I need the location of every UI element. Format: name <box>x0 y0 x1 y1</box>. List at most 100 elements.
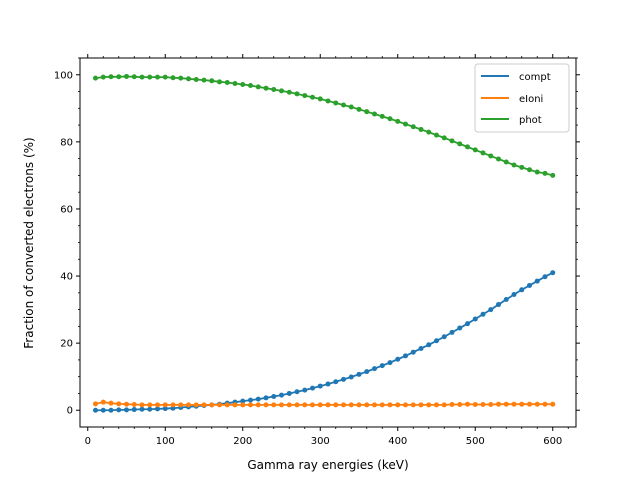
data-point-compt <box>155 406 160 412</box>
data-point-eIoni <box>186 402 191 408</box>
data-point-eIoni <box>294 402 300 408</box>
data-point-phot <box>503 159 509 165</box>
data-point-eIoni <box>232 402 238 408</box>
data-point-eIoni <box>488 402 494 408</box>
data-point-phot <box>139 74 145 80</box>
data-point-phot <box>519 164 525 170</box>
data-point-eIoni <box>155 402 160 408</box>
y-tick-label: 20 <box>60 339 73 350</box>
legend: compt eIoni phot <box>474 63 570 133</box>
data-point-phot <box>108 74 114 80</box>
data-point-compt <box>341 376 346 382</box>
data-point-eIoni <box>248 402 253 408</box>
data-point-compt <box>426 342 432 348</box>
data-point-phot <box>248 83 253 89</box>
data-point-phot <box>224 79 230 85</box>
data-point-compt <box>395 356 401 362</box>
data-point-eIoni <box>372 402 377 408</box>
data-point-eIoni <box>550 401 556 407</box>
data-point-compt <box>162 406 168 412</box>
data-point-phot <box>527 167 532 173</box>
x-tick-label: 500 <box>466 436 485 447</box>
data-point-phot <box>395 118 401 124</box>
y-tick-label: 40 <box>60 272 73 283</box>
data-point-compt <box>139 406 145 412</box>
data-point-compt <box>240 398 246 404</box>
legend-label-compt: compt <box>519 72 551 83</box>
data-point-phot <box>364 109 370 115</box>
data-point-eIoni <box>271 402 277 408</box>
data-point-phot <box>217 79 222 85</box>
data-point-compt <box>286 390 292 396</box>
series-layer <box>93 73 556 413</box>
data-point-eIoni <box>434 402 439 408</box>
data-point-eIoni <box>302 402 308 408</box>
data-point-eIoni <box>116 401 122 407</box>
data-point-phot <box>542 170 548 176</box>
data-point-phot <box>441 135 447 141</box>
data-point-phot <box>178 75 184 81</box>
data-point-phot <box>472 147 478 153</box>
data-point-compt <box>465 321 470 327</box>
data-point-eIoni <box>480 402 486 408</box>
data-point-phot <box>511 162 517 168</box>
data-point-eIoni <box>224 402 230 408</box>
x-axis-label: Gamma ray energies (keV) <box>247 458 408 472</box>
data-point-eIoni <box>379 402 385 408</box>
data-point-eIoni <box>472 402 478 408</box>
data-point-compt <box>534 278 540 284</box>
data-point-phot <box>124 73 129 79</box>
data-point-compt <box>271 393 277 399</box>
data-point-phot <box>240 82 246 87</box>
data-point-eIoni <box>131 402 137 408</box>
data-point-phot <box>271 87 277 93</box>
data-point-phot <box>209 78 215 84</box>
data-point-eIoni <box>162 402 168 408</box>
data-point-compt <box>93 407 98 413</box>
legend-box <box>474 63 570 133</box>
data-point-phot <box>379 113 385 119</box>
data-point-compt <box>410 349 416 355</box>
data-point-eIoni <box>93 401 98 407</box>
data-point-phot <box>93 75 98 81</box>
data-point-eIoni <box>356 402 362 408</box>
data-point-eIoni <box>534 401 540 407</box>
y-tick-label: 0 <box>67 406 73 417</box>
data-point-eIoni <box>255 402 261 408</box>
data-point-compt <box>364 369 370 375</box>
data-point-phot <box>534 169 540 175</box>
data-point-compt <box>317 383 323 389</box>
data-point-phot <box>279 88 284 94</box>
legend-label-phot: phot <box>519 115 542 126</box>
data-point-compt <box>131 407 137 413</box>
data-point-phot <box>317 96 323 102</box>
data-point-phot <box>310 94 315 100</box>
data-point-eIoni <box>240 402 246 408</box>
data-point-compt <box>263 395 269 401</box>
data-point-compt <box>302 387 308 393</box>
data-point-eIoni <box>395 402 401 408</box>
data-point-phot <box>263 85 269 91</box>
data-point-phot <box>387 116 393 122</box>
data-point-phot <box>403 121 408 127</box>
data-point-compt <box>333 379 339 385</box>
data-point-compt <box>457 325 463 331</box>
data-point-compt <box>372 366 377 372</box>
data-point-eIoni <box>178 402 184 408</box>
data-point-phot <box>100 74 106 80</box>
data-point-phot <box>480 150 486 156</box>
data-point-compt <box>325 381 331 387</box>
data-point-eIoni <box>387 402 393 408</box>
data-point-eIoni <box>418 402 424 408</box>
data-point-compt <box>100 407 106 413</box>
y-tick-label: 100 <box>54 70 73 81</box>
x-tick-label: 200 <box>233 436 252 447</box>
data-point-compt <box>348 374 354 380</box>
data-point-compt <box>434 338 439 344</box>
data-point-compt <box>116 407 122 413</box>
data-point-eIoni <box>496 401 501 407</box>
y-tick-label: 60 <box>60 204 73 215</box>
data-point-phot <box>162 74 168 80</box>
data-point-compt <box>403 353 408 359</box>
data-point-phot <box>410 124 416 130</box>
